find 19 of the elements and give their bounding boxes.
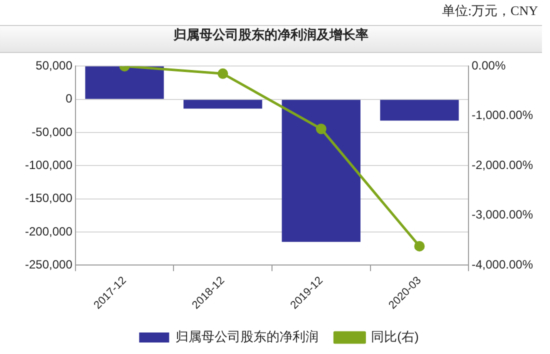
y2-tick-label: 0.00% — [472, 58, 506, 73]
y-tick-label: 50,000 — [36, 58, 73, 73]
y-tick-label: -100,000 — [25, 158, 73, 172]
y2-tick-label: -1,000.00% — [472, 108, 534, 122]
legend-label: 归属母公司股东的净利润 — [176, 329, 319, 344]
legend-label: 同比(右) — [371, 329, 419, 344]
y-tick-label: -200,000 — [25, 224, 73, 238]
y2-tick-label: -4,000.00% — [472, 257, 534, 272]
y2-tick-label: -3,000.00% — [472, 208, 534, 222]
text: 单位:万元，CNY — [442, 2, 538, 20]
y-tick-label: 0 — [66, 92, 73, 106]
y-tick-label: -250,000 — [25, 257, 73, 272]
point — [218, 68, 228, 79]
y-tick-label: -50,000 — [32, 124, 73, 139]
y-tick-label: -150,000 — [25, 191, 73, 206]
chart-title: 归属母公司股东的净利润及增长率 — [0, 25, 542, 53]
y2-tick-label: -2,000.00% — [472, 158, 534, 172]
point — [316, 124, 326, 134]
point — [414, 240, 425, 252]
